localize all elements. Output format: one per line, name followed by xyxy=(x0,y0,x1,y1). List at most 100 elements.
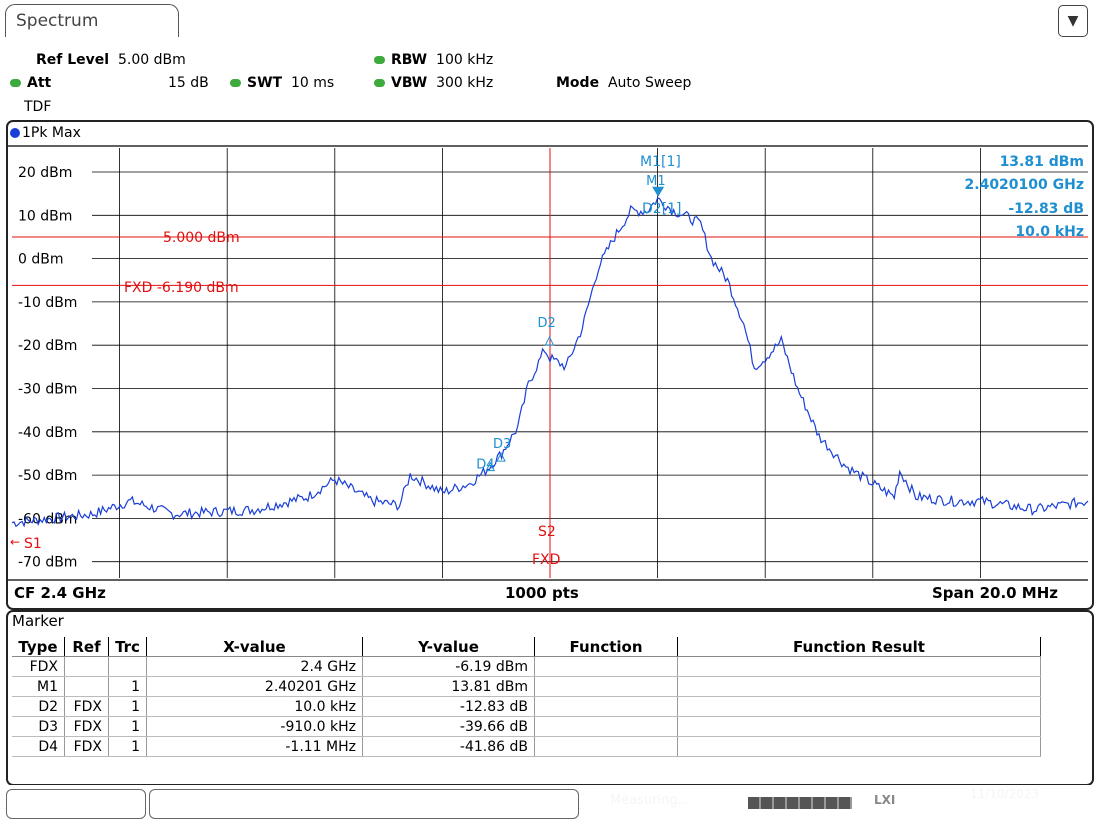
ref-level: Ref Level 5.00 dBm xyxy=(36,52,186,68)
cell-type: FDX xyxy=(12,656,65,677)
vbw-label: VBW xyxy=(391,75,428,91)
cell-function xyxy=(534,656,678,677)
center-frequency: CF 2.4 GHz xyxy=(14,584,106,602)
rbw-label: RBW xyxy=(391,52,428,68)
y-tick-labels: 20 dBm 10 dBm 0 dBm -10 dBm -20 dBm -30 dBm -4… xyxy=(18,165,77,571)
cell-function xyxy=(534,736,678,757)
cell-function-result xyxy=(677,676,1041,697)
cell-y-value: -12.83 dB xyxy=(362,696,535,717)
status-field-left xyxy=(6,789,146,819)
cell-y-value: -6.19 dBm xyxy=(362,656,535,677)
cell-function xyxy=(534,716,678,737)
cell-trc: 1 xyxy=(108,716,147,737)
spectrum-plot: 20 dBm 10 dBm 0 dBm -10 dBm -20 dBm -30 dBm -4… xyxy=(8,145,1089,581)
cell-function-result xyxy=(677,656,1041,677)
cell-y-value: -41.86 dB xyxy=(362,736,535,757)
status-dot xyxy=(10,79,21,87)
rbw-value: 100 kHz xyxy=(436,52,494,68)
marker-m1-label: M1 xyxy=(646,174,666,189)
marker-d4-icon xyxy=(485,461,496,472)
status-dot xyxy=(374,56,385,64)
y-tick-label: -10 dBm xyxy=(18,295,77,311)
att-label: Att xyxy=(27,75,52,91)
lxi-logo: LXI xyxy=(874,793,896,807)
cell-function xyxy=(534,696,678,717)
progress-icon xyxy=(748,797,852,809)
span: Span 20.0 MHz xyxy=(932,584,1059,602)
ref-level-label: Ref Level xyxy=(36,52,110,68)
cell-trc: 1 xyxy=(108,736,147,757)
cell-y-value: 13.81 dBm xyxy=(362,676,535,697)
mode-label: Mode xyxy=(556,75,600,91)
d2-readout-name: D2[1] xyxy=(642,201,682,217)
marker-d2-icon xyxy=(544,335,555,346)
s1-arrow-icon: ← xyxy=(10,535,20,549)
cell-x-value: 2.4 GHz xyxy=(146,656,363,677)
cell-ref xyxy=(64,656,109,677)
status-text: Measuring... xyxy=(610,793,691,808)
cell-x-value: 2.40201 GHz xyxy=(146,676,363,697)
swt-value: 10 ms xyxy=(290,75,335,91)
marker-table-header: Type Ref Trc X-value Y-value Function Fu… xyxy=(12,637,1041,657)
cell-function xyxy=(534,676,678,697)
cell-ref: FDX xyxy=(64,716,109,737)
y-tick-label: -20 dBm xyxy=(18,338,77,354)
grid xyxy=(92,148,1088,578)
marker-d3-label: D3 xyxy=(493,437,511,452)
markers: M1 D2 D3 D4 xyxy=(476,174,665,473)
table-row: D2 FDX 1 10.0 kHz -12.83 dB xyxy=(12,696,1041,717)
cell-function-result xyxy=(677,696,1041,717)
cell-type: D2 xyxy=(12,696,65,717)
tdf-label: TDF xyxy=(24,99,52,115)
m1-readout-name: M1[1] xyxy=(640,154,681,170)
fxd-line-label: FXD -6.190 dBm xyxy=(124,280,239,296)
marker-table: Type Ref Trc X-value Y-value Function Fu… xyxy=(12,637,1041,757)
sweep-points: 1000 pts xyxy=(505,584,579,602)
y-tick-label: 0 dBm xyxy=(18,252,64,268)
swt: SWT 10 ms xyxy=(230,75,334,91)
marker-d3-icon xyxy=(496,452,506,462)
cell-ref xyxy=(64,676,109,697)
cell-type: M1 xyxy=(12,676,65,697)
marker-m1-icon xyxy=(652,186,665,197)
att-value: 15 dB xyxy=(168,75,209,91)
y-tick-label: 20 dBm xyxy=(18,165,72,181)
status-date: 11/10/2023 xyxy=(970,787,1040,801)
col-ref: Ref xyxy=(64,637,109,657)
y-tick-label: -50 dBm xyxy=(18,468,77,484)
trace-dot-icon xyxy=(10,128,20,138)
col-x-value: X-value xyxy=(146,637,363,657)
cell-type: D4 xyxy=(12,736,65,757)
att: Att xyxy=(10,75,51,91)
cell-function-result xyxy=(677,736,1041,757)
table-row: FDX 2.4 GHz -6.19 dBm xyxy=(12,656,1041,677)
status-dot xyxy=(230,79,241,87)
col-y-value: Y-value xyxy=(362,637,535,657)
table-row: D3 FDX 1 -910.0 kHz -39.66 dB xyxy=(12,716,1041,737)
s1-label: S1 xyxy=(24,536,42,552)
tab-label: Spectrum xyxy=(16,11,99,31)
status-bar: Measuring... LXI 11/10/2023 xyxy=(0,785,1096,820)
d2-readout-level: -12.83 dB xyxy=(1008,201,1084,217)
table-row: D4 FDX 1 -1.11 MHz -41.86 dB xyxy=(12,736,1041,757)
fxd-marker-label: FXD xyxy=(532,552,560,568)
cell-trc xyxy=(108,656,147,677)
cell-ref: FDX xyxy=(64,696,109,717)
d2-readout-freq: 10.0 kHz xyxy=(1015,224,1084,240)
cell-x-value: -1.11 MHz xyxy=(146,736,363,757)
rbw: RBW 100 kHz xyxy=(374,52,493,68)
ref-line-label: 5.000 dBm xyxy=(163,230,240,246)
menu-icon[interactable]: ▼ xyxy=(1058,5,1088,37)
marker-d2-label: D2 xyxy=(537,316,555,331)
cell-trc: 1 xyxy=(108,696,147,717)
ref-level-value: 5.00 dBm xyxy=(117,52,186,68)
swt-label: SWT xyxy=(247,75,283,91)
s2-label: S2 xyxy=(538,524,556,540)
y-tick-label: -70 dBm xyxy=(18,555,77,571)
tab-spectrum[interactable]: Spectrum xyxy=(5,4,179,37)
m1-readout-freq: 2.4020100 GHz xyxy=(965,177,1084,193)
y-tick-label: -40 dBm xyxy=(18,425,77,441)
trace-label: 1Pk Max xyxy=(10,125,81,141)
m1-readout-level: 13.81 dBm xyxy=(1000,154,1084,170)
col-function-result: Function Result xyxy=(677,637,1041,657)
